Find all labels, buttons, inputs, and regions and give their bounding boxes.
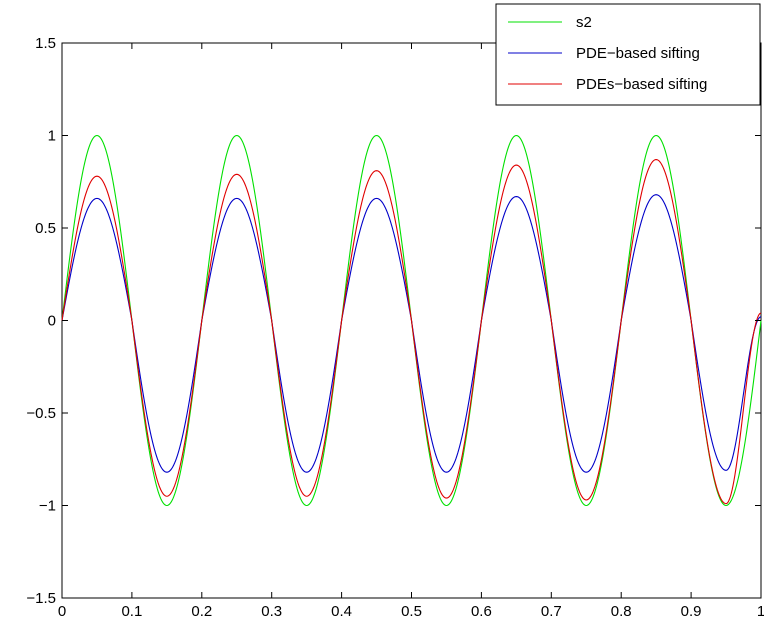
x-tick-label: 0.1 bbox=[121, 603, 142, 620]
x-tick-label: 0.3 bbox=[261, 603, 282, 620]
x-tick-label: 0.7 bbox=[541, 603, 562, 620]
x-tick-label: 0.5 bbox=[401, 603, 422, 620]
x-tick-label: 0 bbox=[58, 603, 66, 620]
x-tick-label: 0.8 bbox=[611, 603, 632, 620]
legend-box bbox=[495, 3, 761, 106]
y-tick-label: −1.5 bbox=[26, 590, 56, 607]
x-tick-label: 0.6 bbox=[471, 603, 492, 620]
y-tick-label: −0.5 bbox=[26, 405, 56, 422]
legend-label-1: PDE−based sifting bbox=[576, 45, 700, 62]
legend-label-2: PDEs−based sifting bbox=[576, 76, 707, 93]
series-line-2 bbox=[61, 158, 762, 505]
x-tick-label: 0.4 bbox=[331, 603, 352, 620]
x-tick-label: 0.2 bbox=[191, 603, 212, 620]
x-tick-label: 0.9 bbox=[681, 603, 702, 620]
y-tick-label: 1.5 bbox=[35, 35, 56, 52]
x-tick-label: 1 bbox=[757, 603, 764, 620]
series-layer bbox=[61, 134, 762, 507]
legend-label-0: s2 bbox=[576, 14, 592, 31]
ticks-layer: 0 0.1 0.2 0.3 0.4 0.5 0.6 0.7 0.8 0.9 1 −1.5 −1 −0.5 0… bbox=[26, 35, 764, 620]
y-tick-label: 0 bbox=[48, 313, 56, 330]
y-tick-label: 1 bbox=[48, 128, 56, 145]
legend: s2 PDE−based sifting PDEs−based sifting bbox=[495, 3, 761, 106]
y-tick-label: −1 bbox=[39, 498, 56, 515]
y-tick-label: 0.5 bbox=[35, 220, 56, 237]
